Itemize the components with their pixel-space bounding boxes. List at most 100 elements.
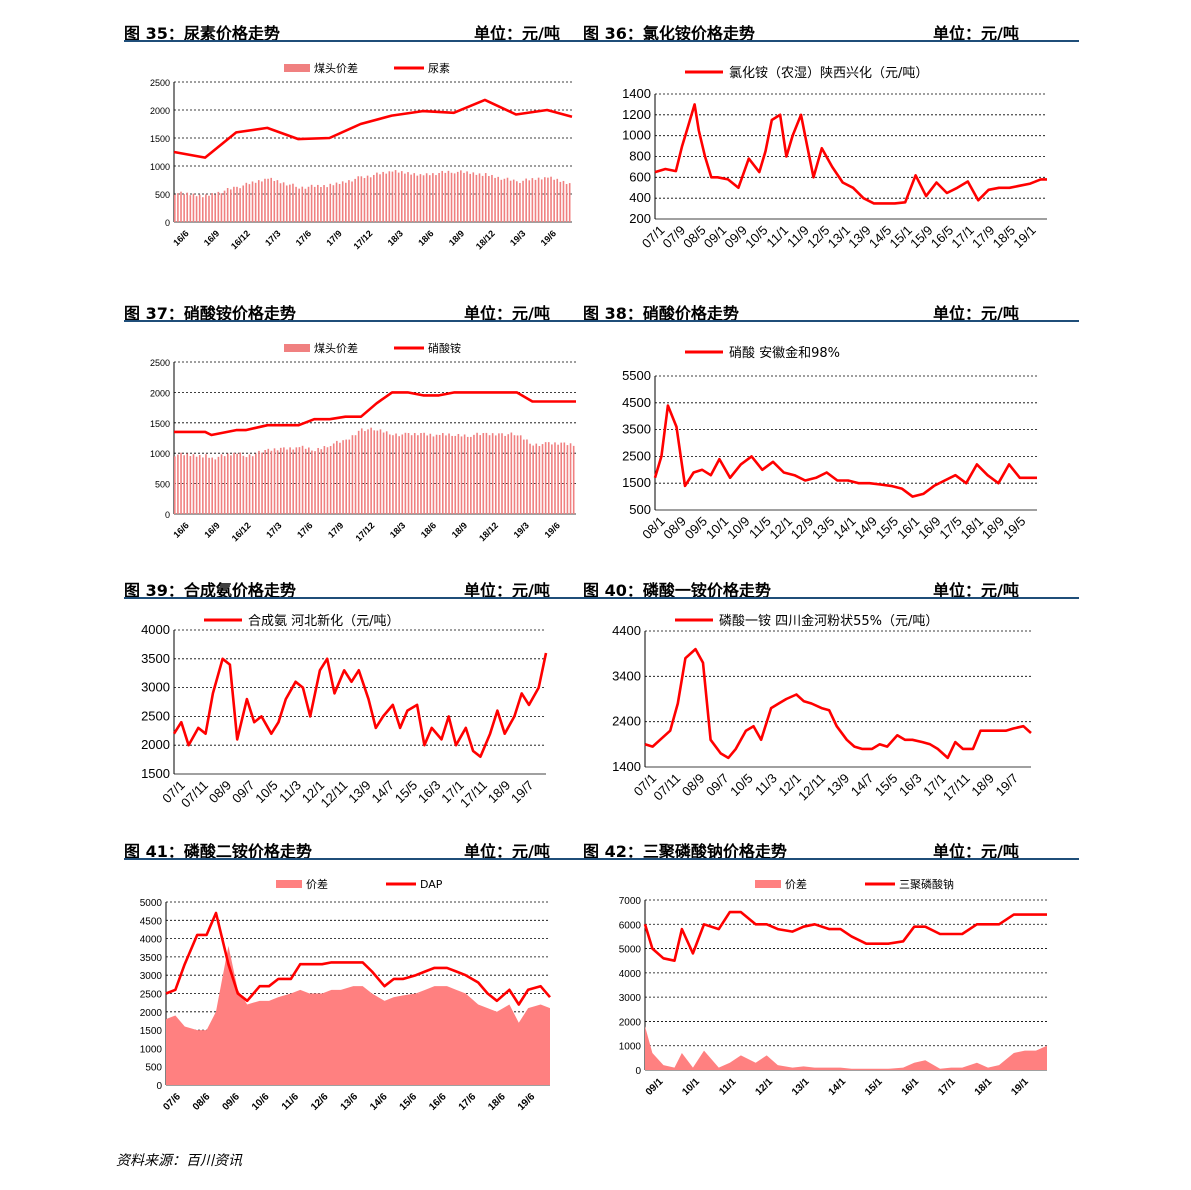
bar	[373, 430, 376, 514]
title-rule	[583, 858, 1079, 860]
chart-panel-p42: 图 42：三聚磷酸钠价格走势 单位：元/吨 7000 6000 5000 4000 3000…	[583, 838, 1079, 1098]
title-rule	[124, 597, 583, 599]
line-series	[644, 647, 1032, 760]
bar	[180, 191, 182, 222]
y-tick-label: 0	[635, 1066, 641, 1077]
y-tick-label: 4000	[140, 935, 163, 946]
chart-svg: 5000450040003500300025002000150010005000…	[140, 877, 551, 1113]
bar	[189, 455, 192, 514]
bar	[195, 456, 198, 514]
y-tick-label: 2000	[150, 388, 170, 398]
chart-title: 图 39：合成氨价格走势	[124, 581, 296, 600]
x-tick-label: 18/3	[388, 520, 407, 539]
y-tick-label: 0	[165, 218, 170, 228]
bar	[180, 452, 182, 514]
x-tick-label: 17/12	[353, 520, 376, 543]
unit-label: 单位：元/吨	[933, 842, 1019, 861]
bar	[491, 174, 493, 222]
bar	[226, 453, 229, 514]
chart-svg: 440034002400140007/107/1108/909/710/511/…	[612, 613, 1032, 803]
bar	[503, 178, 506, 222]
bar	[400, 171, 403, 222]
bar	[360, 176, 363, 222]
bar	[445, 435, 447, 514]
bar	[456, 171, 459, 222]
x-tick-label: 17/6	[457, 1091, 479, 1113]
bar	[516, 435, 519, 514]
bar	[217, 191, 220, 222]
y-tick-label: 3400	[612, 668, 641, 683]
bar	[550, 176, 552, 222]
bar	[198, 454, 201, 514]
y-tick-label: 0	[165, 510, 170, 520]
x-tick-label: 18/9	[447, 228, 466, 247]
bar	[554, 442, 556, 514]
bar	[329, 183, 332, 222]
bar	[501, 433, 503, 514]
bar	[202, 457, 204, 514]
x-tick-label: 15/1	[863, 1076, 885, 1098]
bar	[198, 194, 201, 222]
y-tick-label: 2500	[150, 358, 170, 368]
x-tick-label: 19/5	[1000, 514, 1029, 543]
x-tick-label: 18/6	[416, 228, 435, 247]
chart-title: 图 41：磷酸二铵价格走势	[124, 842, 312, 861]
y-tick-label: 1400	[612, 759, 641, 774]
bar	[298, 188, 300, 222]
bar	[363, 177, 366, 222]
y-tick-label: 3000	[140, 971, 163, 982]
x-tick-label: 11/6	[280, 1091, 301, 1112]
bar	[285, 185, 288, 222]
x-tick-label: 14/1	[827, 1076, 849, 1098]
bar	[382, 171, 384, 222]
title-rule	[124, 320, 583, 322]
unit-label: 单位：元/吨	[933, 304, 1019, 323]
x-tick-label: 08/6	[191, 1091, 213, 1113]
bar	[220, 454, 223, 514]
y-tick-label: 2500	[622, 448, 651, 463]
bar	[466, 436, 469, 514]
bar	[354, 435, 357, 514]
bar	[376, 172, 378, 222]
x-tick-label: 19/7	[993, 771, 1022, 800]
chart-title: 图 37：硝酸铵价格走势	[124, 304, 296, 323]
bar	[454, 435, 457, 514]
y-tick-label: 1500	[141, 766, 170, 781]
x-tick-label: 14/6	[368, 1091, 390, 1113]
bar	[544, 177, 546, 222]
y-tick-label: 1000	[622, 128, 651, 143]
line-series	[165, 911, 551, 1006]
bar	[367, 429, 369, 514]
title-rule	[583, 320, 1079, 322]
bar	[379, 429, 382, 514]
x-tick-label: 18/6	[419, 520, 438, 539]
x-tick-label: 18/3	[386, 228, 405, 247]
x-tick-label: 16/3	[896, 771, 925, 800]
bar	[395, 433, 397, 514]
x-tick-label: 17/3	[264, 520, 283, 539]
bar	[507, 434, 510, 514]
bar	[485, 432, 488, 514]
bar	[223, 456, 226, 514]
bar	[323, 185, 325, 222]
bar	[286, 449, 288, 514]
line-series	[173, 98, 573, 159]
bar	[535, 443, 538, 514]
bar	[509, 180, 512, 222]
chart-title: 图 36：氯化铵价格走势	[583, 24, 755, 43]
y-tick-label: 1400	[622, 86, 651, 101]
bar	[308, 447, 310, 514]
bar	[257, 180, 260, 222]
bar	[267, 448, 270, 514]
bar	[370, 427, 372, 514]
bar	[563, 442, 566, 514]
y-tick-label: 6000	[619, 920, 642, 931]
bar	[251, 456, 254, 514]
bar	[335, 182, 338, 222]
bar	[407, 172, 409, 222]
y-tick-label: 0	[156, 1081, 162, 1092]
bar	[497, 176, 499, 222]
bar	[192, 193, 195, 222]
x-tick-label: 19/6	[516, 1091, 538, 1113]
bar	[366, 175, 369, 222]
